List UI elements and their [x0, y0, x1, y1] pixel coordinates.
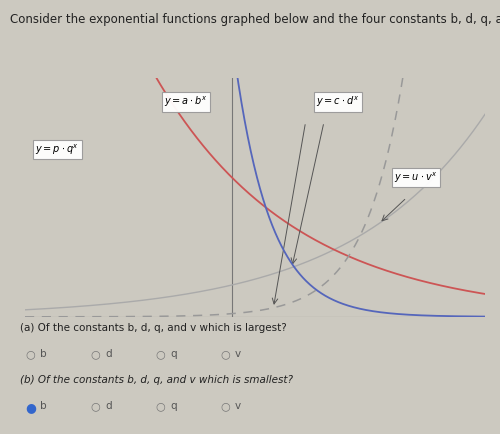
- Text: ○: ○: [90, 401, 100, 411]
- Text: ○: ○: [90, 349, 100, 359]
- Text: b: b: [40, 349, 46, 359]
- Text: v: v: [235, 349, 241, 359]
- Text: ○: ○: [220, 401, 230, 411]
- Text: ○: ○: [220, 349, 230, 359]
- Text: $y=c\cdot d^x$: $y=c\cdot d^x$: [316, 95, 360, 109]
- Text: (b) Of the constants b, d, q, and v which is smallest?: (b) Of the constants b, d, q, and v whic…: [20, 375, 293, 385]
- Text: ●: ●: [25, 401, 36, 414]
- Text: $y=p\cdot q^x$: $y=p\cdot q^x$: [36, 142, 79, 157]
- Text: b: b: [40, 401, 46, 411]
- Text: d: d: [105, 349, 112, 359]
- Text: Consider the exponential functions graphed below and the four constants b, d, q,: Consider the exponential functions graph…: [10, 13, 500, 26]
- Text: ○: ○: [155, 401, 165, 411]
- Text: v: v: [235, 401, 241, 411]
- Text: q: q: [170, 401, 176, 411]
- Text: $y=a\cdot b^x$: $y=a\cdot b^x$: [164, 95, 208, 109]
- Text: d: d: [105, 401, 112, 411]
- Text: q: q: [170, 349, 176, 359]
- Text: $y=u\cdot v^x$: $y=u\cdot v^x$: [394, 171, 438, 185]
- Text: (a) Of the constants b, d, q, and v which is largest?: (a) Of the constants b, d, q, and v whic…: [20, 323, 287, 333]
- Text: ○: ○: [25, 349, 35, 359]
- Text: ○: ○: [155, 349, 165, 359]
